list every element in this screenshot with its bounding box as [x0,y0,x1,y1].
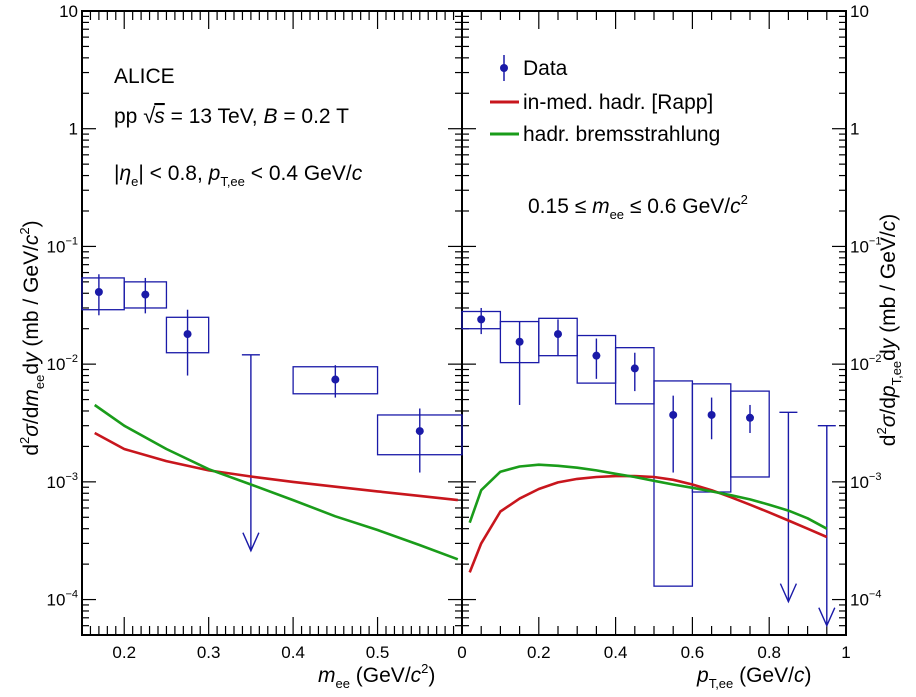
right-xtick-label: 0.4 [604,643,628,662]
right-syst-box [614,347,655,405]
right-data-point [746,413,754,422]
legend-data-label: Data [523,57,568,80]
right-data-point [515,337,524,346]
left-y-axis-title: d2σ/dmeedy (mb / GeV/c2) [17,220,47,455]
right-xtick-label: 0.2 [527,643,551,662]
left-xtick-label: 0.4 [281,643,305,662]
left-ytick-label: 10−4 [47,589,78,610]
right-data-point [630,364,639,373]
legend-brems-label: hadr. bremsstrahlung [523,123,720,146]
right-syst-box [730,390,770,478]
right-ytick-label: 10−1 [850,235,881,256]
legend-rapp-label: in-med. hadr. [Rapp] [523,91,713,114]
left-xtick-label: 0.5 [366,643,390,662]
left-rapp-curve [94,431,458,502]
left-ytick-label: 10−3 [47,471,78,492]
right-xtick-label: 0.8 [757,643,781,662]
left-ytick-label: 10−2 [47,353,78,374]
right-upper-limit-arrow [818,607,836,628]
right-data-point [592,351,601,360]
legend: Data in-med. hadr. [Rapp] hadr. bremsstr… [490,55,720,146]
left-ytick-label: 10 [59,2,78,21]
right-xtick-label: 0 [457,643,466,662]
collision-system-label: pp √s = 13 TeV, B = 0.2 T [114,103,349,128]
alice-label: ALICE [114,65,175,88]
right-upper-limit-arrow [779,583,798,604]
left-data-point [331,375,340,384]
right-data-point [554,330,562,339]
left-data-point [415,427,424,436]
right-data-point [707,410,716,419]
right-data-point [477,315,486,324]
left-xtick-label: 0.2 [112,643,136,662]
legend-data-marker [500,64,508,72]
left-ytick-label: 10−1 [47,235,78,256]
left-data-point [141,290,150,299]
mass-range-label: 0.15 ≤ mee ≤ 0.6 GeV/c2 [528,192,748,222]
right-xtick-label: 0.6 [681,643,705,662]
right-ytick-label: 10−3 [850,471,881,492]
left-data-point [183,330,192,339]
axis-ticks [81,10,847,636]
right-y-axis-title: d2σ/dpT,eedy (mb / GeV/c) [874,214,904,446]
right-data-point [669,410,678,419]
right-ytick-label: 10 [850,2,869,21]
right-x-axis-title: pT,ee (GeV/c) [696,664,811,691]
right-bremsstrahlung-curve [468,463,828,530]
right-xtick-label: 1 [841,643,850,662]
left-ytick-label: 1 [69,120,78,139]
right-rapp-curve [468,474,828,573]
axis-tick-labels: 10−410−310−210−111010−410−310−210−11100.… [47,2,882,662]
left-xtick-label: 0.3 [197,643,221,662]
right-ytick-label: 10−2 [850,353,881,374]
left-bremsstrahlung-curve [93,403,459,561]
kinematic-cuts-label: |ηe| < 0.8, pT,ee < 0.4 GeV/c [114,162,363,189]
left-data-point [94,288,103,297]
left-x-axis-title: mee (GeV/c2) [318,661,435,691]
right-ytick-label: 10−4 [850,589,881,610]
left-upper-limit-arrow [242,532,260,553]
chart-marks [81,274,836,628]
right-ytick-label: 1 [850,120,859,139]
